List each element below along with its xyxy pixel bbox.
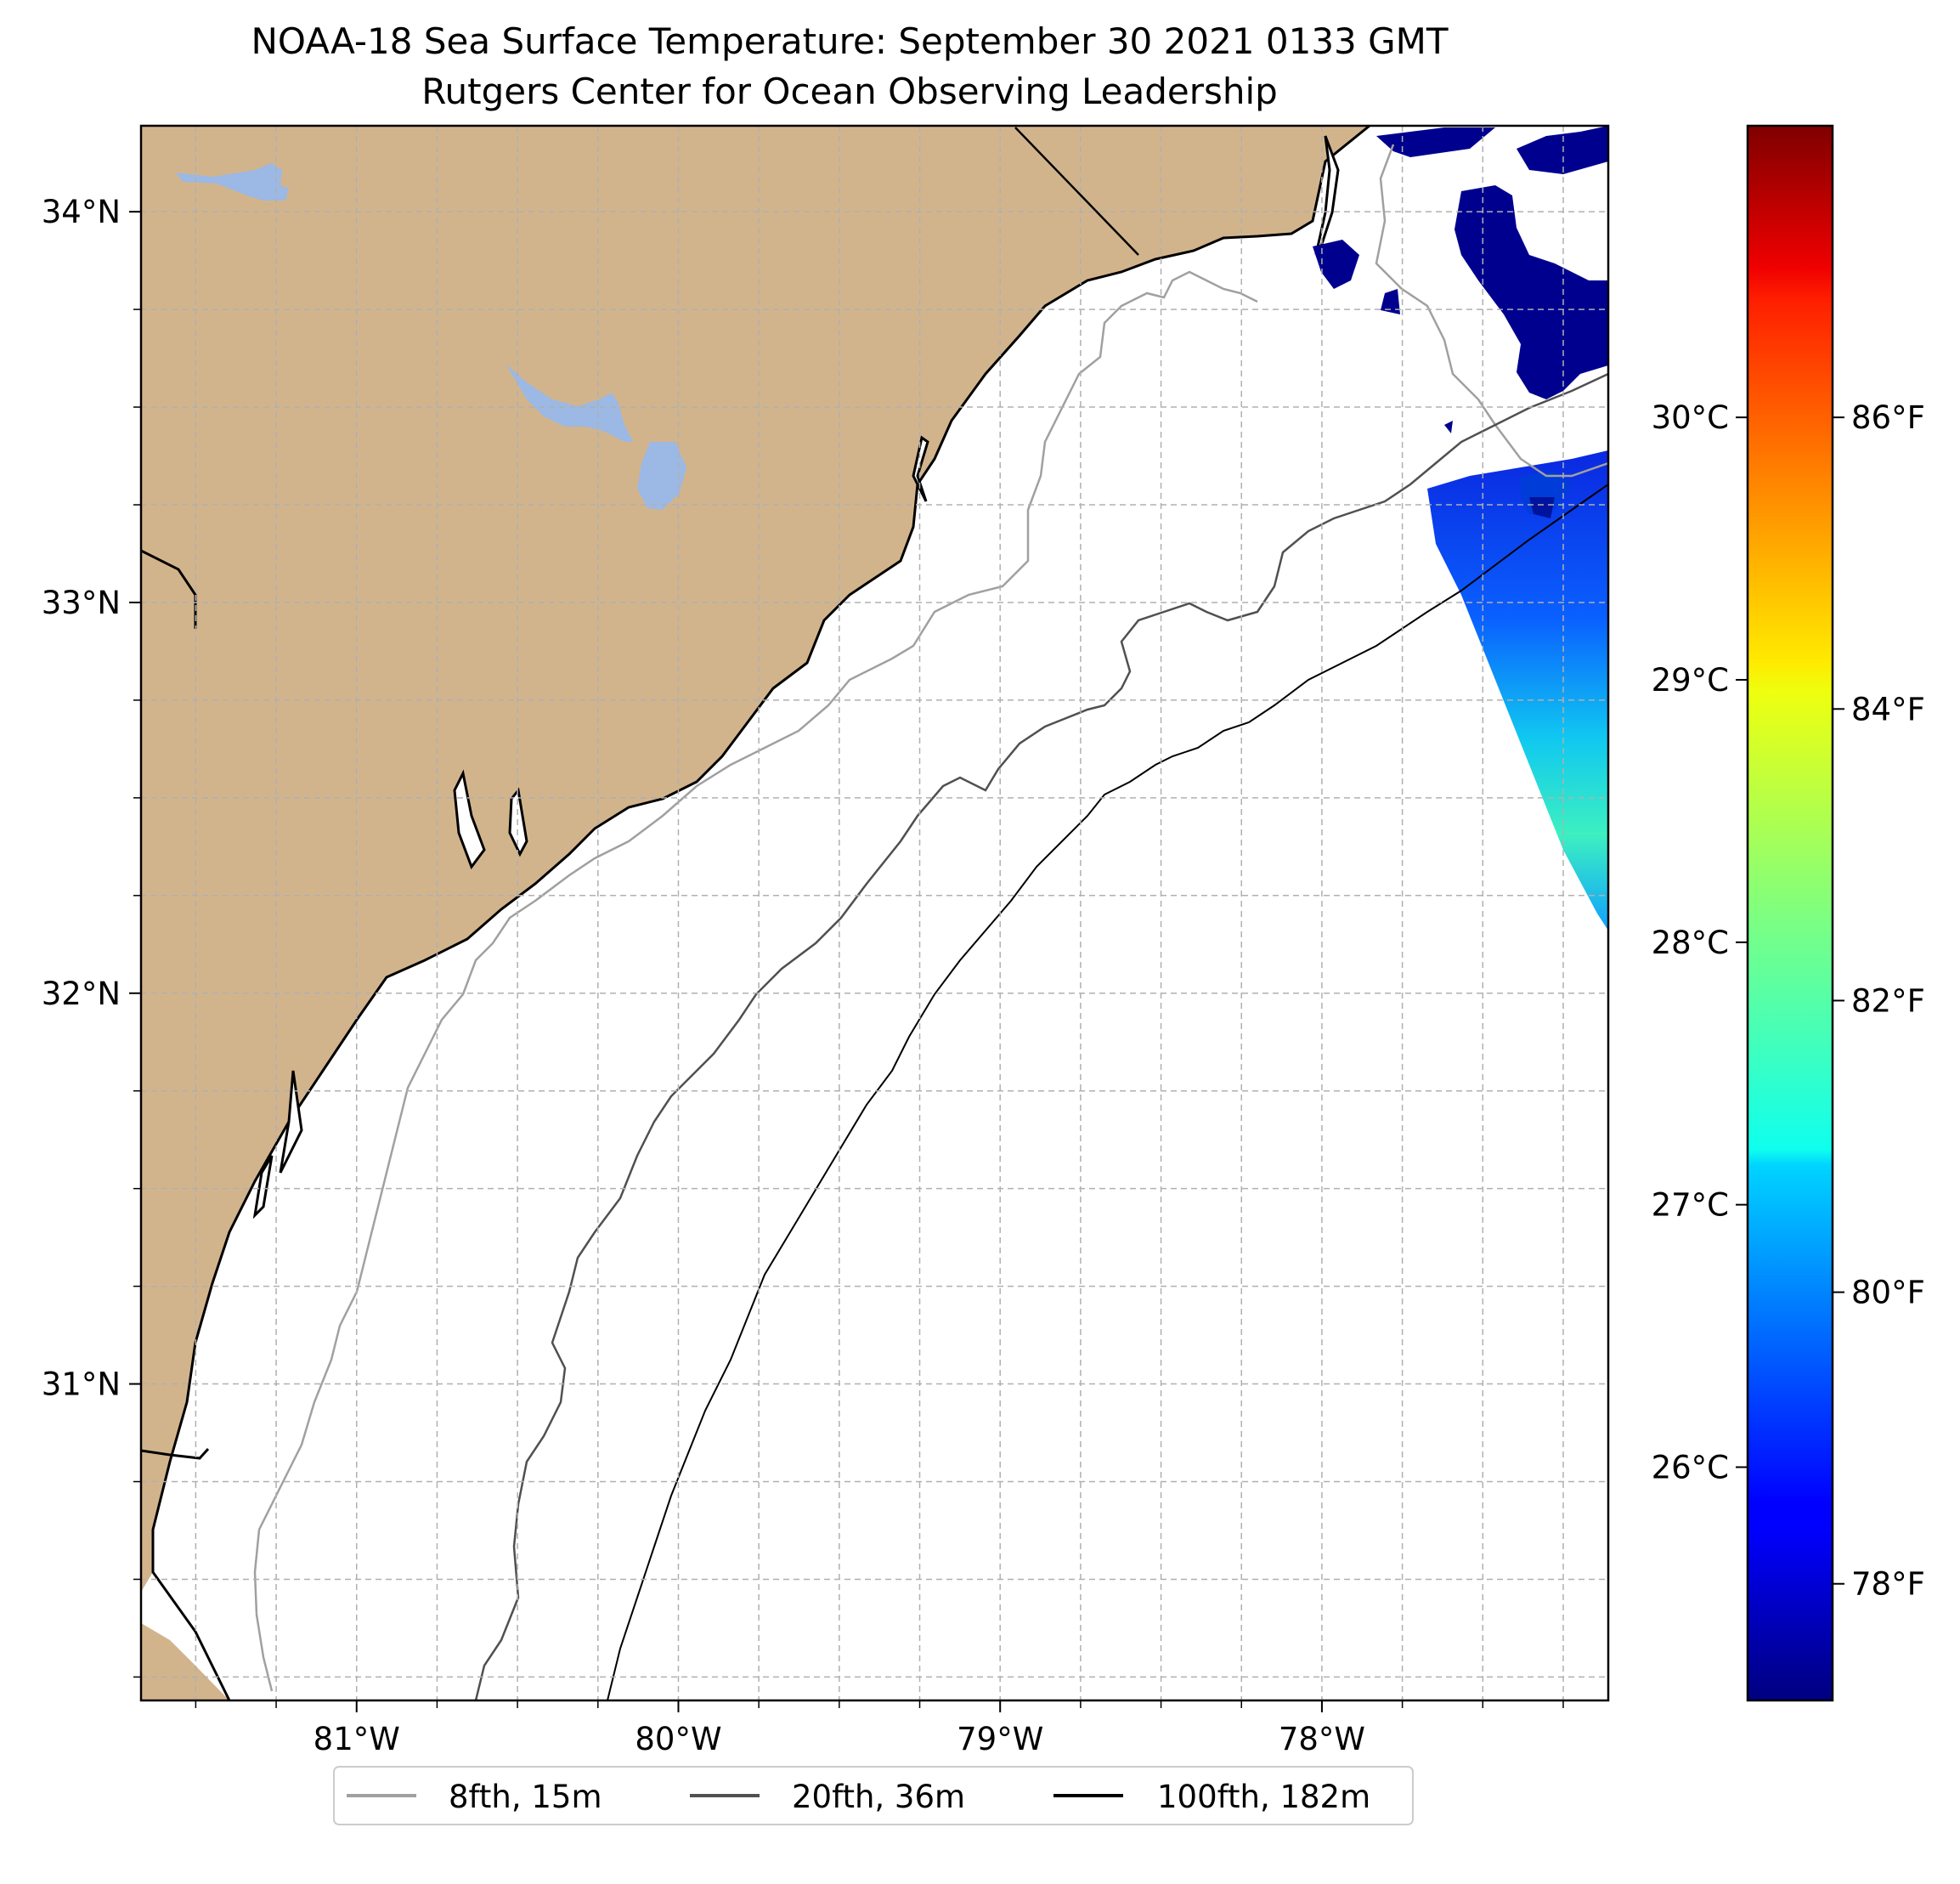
lon-tick-label: 79°W <box>957 1721 1043 1757</box>
title-line-1: NOAA-18 Sea Surface Temperature: Septemb… <box>251 20 1448 62</box>
lat-tick-label: 31°N <box>42 1366 121 1403</box>
lat-tick-label: 33°N <box>42 585 121 621</box>
legend-box <box>333 1766 1414 1825</box>
celsius-tick-label: 26°C <box>1652 1449 1729 1485</box>
lat-axis: 34°N 33°N 32°N 31°N <box>42 194 141 1678</box>
fahrenheit-tick-label: 84°F <box>1851 691 1925 727</box>
title-line-2: Rutgers Center for Ocean Observing Leade… <box>421 71 1278 112</box>
lake <box>176 163 289 201</box>
celsius-tick-label: 28°C <box>1652 925 1729 961</box>
coastline <box>151 126 1370 1700</box>
lon-tick-label: 81°W <box>313 1721 400 1757</box>
lon-tick-label: 80°W <box>635 1721 721 1757</box>
gridlines <box>141 126 1608 1700</box>
river-inlet <box>141 1447 210 1460</box>
lat-tick-label: 32°N <box>42 976 121 1012</box>
lake <box>506 364 633 442</box>
legend-label-100fth: 100fth, 182m <box>1157 1779 1370 1815</box>
fahrenheit-tick-label: 80°F <box>1851 1275 1925 1311</box>
lake <box>637 442 686 510</box>
legend[interactable]: 8fth, 15m 20fth, 36m 100fth, 182m <box>333 1766 1414 1825</box>
land <box>141 126 1370 1700</box>
isobath-8fth <box>253 144 1608 1692</box>
fahrenheit-tick-label: 82°F <box>1851 982 1925 1019</box>
lon-tick-label: 78°W <box>1279 1721 1365 1757</box>
fahrenheit-tick-label: 86°F <box>1851 399 1925 436</box>
map-frame <box>139 124 1610 1702</box>
fahrenheit-tick-label: 78°F <box>1851 1566 1925 1603</box>
legend-label-8fth: 8fth, 15m <box>449 1779 602 1815</box>
celsius-tick-label: 30°C <box>1652 399 1729 436</box>
lat-tick-label: 34°N <box>42 194 121 230</box>
isobath-100fth <box>607 484 1608 1700</box>
legend-label-20fth: 20fth, 36m <box>792 1779 965 1815</box>
colorbar: 26°C 27°C 28°C 29°C 30°C 78°F 80°F 82°F 84°F 86°… <box>1652 124 1925 1702</box>
river-inlet <box>141 549 197 629</box>
colorbar-celsius-axis: 26°C 27°C 28°C 29°C 30°C <box>1652 399 1748 1485</box>
colorbar-gradient <box>1746 124 1834 1702</box>
celsius-tick-label: 29°C <box>1652 662 1729 699</box>
lon-axis: 81°W 80°W 79°W 78°W <box>195 1700 1564 1757</box>
state-border <box>1014 127 1139 256</box>
isobath-20fth <box>474 372 1608 1700</box>
colorbar-fahrenheit-axis: 78°F 80°F 82°F 84°F 86°F <box>1833 399 1925 1603</box>
map-panel <box>141 126 1608 1700</box>
celsius-tick-label: 27°C <box>1652 1187 1729 1224</box>
